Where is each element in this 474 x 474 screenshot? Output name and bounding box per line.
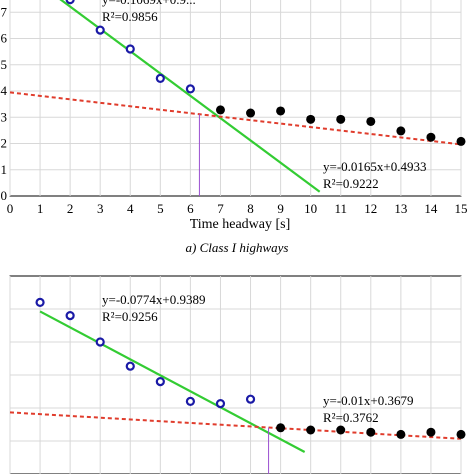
data-point-filled <box>215 105 225 115</box>
data-point-filled <box>336 425 346 435</box>
x-tick-label: 9 <box>277 201 284 216</box>
data-point-open <box>65 0 75 5</box>
data-point-filled <box>336 114 346 124</box>
x-tick-label: 13 <box>394 201 407 216</box>
data-point-open <box>95 25 105 35</box>
data-point-filled <box>456 429 466 439</box>
x-tick-label: 6 <box>187 201 194 216</box>
data-point-filled <box>366 427 376 437</box>
data-point-open <box>185 84 195 94</box>
regression-equation: y=-0.0774x+0.9389 <box>102 292 206 307</box>
data-point-open <box>155 377 165 387</box>
data-point-open <box>35 297 45 307</box>
chart-caption-top: a) Class I highways <box>186 240 289 255</box>
regression-equation: y=-0.01x+0.3679 <box>323 393 414 408</box>
x-tick-label: 2 <box>67 201 74 216</box>
x-tick-label: 15 <box>455 201 468 216</box>
regression-equation: y=-0.1069x+0.9... <box>102 0 196 7</box>
x-tick-label: 8 <box>247 201 254 216</box>
x-tick-label: 10 <box>304 201 317 216</box>
fit-line-dashed <box>9 411 462 440</box>
fit-line-dashed <box>9 91 462 146</box>
x-tick-label: 11 <box>334 201 347 216</box>
x-tick-label: 12 <box>364 201 377 216</box>
r-squared-label: R²=0.9222 <box>323 176 379 191</box>
data-point-filled <box>426 427 436 437</box>
data-point-filled <box>396 126 406 136</box>
data-point-filled <box>456 136 466 146</box>
y-tick-label: 5 <box>1 57 8 72</box>
chart-top-class-i: 0123456789101112131415012345678y=-0.1069… <box>1 0 468 216</box>
y-tick-label: 0 <box>1 188 8 203</box>
y-tick-label: 7 <box>1 4 8 19</box>
x-axis-label-top: Time headway [s] <box>190 217 291 232</box>
data-point-filled <box>366 116 376 126</box>
data-point-filled <box>396 429 406 439</box>
x-tick-label: 4 <box>127 201 134 216</box>
y-tick-label: 3 <box>1 109 8 124</box>
x-tick-label: 14 <box>424 201 438 216</box>
r-squared-label: R²=0.3762 <box>323 410 379 425</box>
data-point-filled <box>426 132 436 142</box>
data-point-filled <box>306 425 316 435</box>
fit-line-solid <box>39 310 306 453</box>
chart-bottom: y=-0.0774x+0.9389 R²=0.9256 y=-0.01x+0.367… <box>9 275 466 474</box>
data-point-open <box>65 311 75 321</box>
data-point-filled <box>276 106 286 116</box>
x-tick-label: 3 <box>97 201 104 216</box>
y-tick-label: 2 <box>1 136 8 151</box>
x-tick-label: 0 <box>7 201 14 216</box>
r-squared-label: R²=0.9856 <box>102 9 158 24</box>
data-point-filled <box>246 108 256 118</box>
r-squared-label: R²=0.9256 <box>102 309 158 324</box>
y-tick-label: 4 <box>1 83 8 98</box>
data-point-open <box>155 73 165 84</box>
data-point-open <box>95 337 105 347</box>
data-point-open <box>245 394 256 404</box>
y-tick-label: 6 <box>1 31 8 46</box>
data-point-open <box>185 396 195 406</box>
fit-line-solid <box>59 0 321 193</box>
x-tick-label: 5 <box>157 201 164 216</box>
regression-equation: y=-0.0165x+0.4933 <box>323 159 427 174</box>
data-point-open <box>215 399 226 409</box>
y-tick-label: 1 <box>1 162 8 177</box>
data-point-open <box>125 44 135 54</box>
x-tick-label: 7 <box>217 201 224 216</box>
data-point-open <box>125 361 135 371</box>
x-tick-label: 1 <box>37 201 44 216</box>
data-point-filled <box>276 423 286 433</box>
data-point-filled <box>306 114 316 124</box>
